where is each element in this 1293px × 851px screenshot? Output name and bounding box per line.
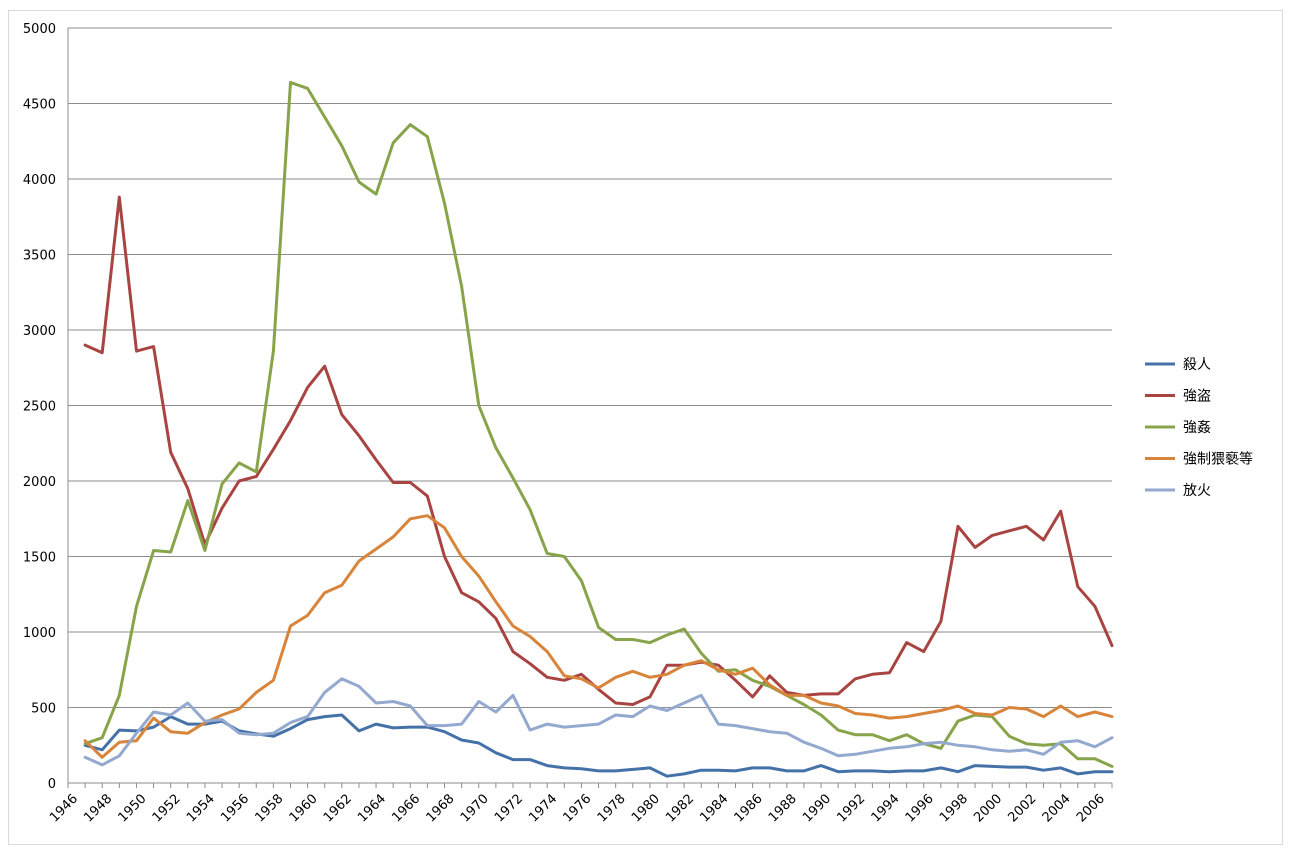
- x-tick-label: 1960: [287, 791, 321, 825]
- y-tick-label: 3000: [23, 324, 56, 339]
- x-tick-label: 1996: [903, 791, 937, 825]
- x-tick-label: 1976: [560, 791, 594, 825]
- x-tick-label: 2006: [1074, 791, 1108, 825]
- x-tick-label: 1968: [424, 791, 458, 825]
- x-tick-label: 1978: [595, 791, 629, 825]
- x-tick-label: 1970: [458, 791, 492, 825]
- x-tick-label: 1956: [218, 791, 252, 825]
- x-tick-label: 1988: [766, 791, 800, 825]
- y-tick-label: 500: [31, 702, 56, 717]
- y-tick-label: 4000: [23, 173, 56, 188]
- x-tick-label: 1986: [732, 791, 766, 825]
- series-lines: [83, 80, 1114, 778]
- x-tick-label: 1966: [389, 791, 423, 825]
- x-tick-label: 1964: [355, 791, 389, 825]
- y-tick-label: 1500: [23, 551, 56, 566]
- x-tick-label: 1984: [697, 791, 731, 825]
- y-tick-label: 2500: [23, 400, 56, 415]
- y-tick-label: 3500: [23, 249, 56, 264]
- x-tick-label: 2004: [1040, 791, 1074, 825]
- legend-label: 殺人: [1183, 357, 1211, 373]
- legend-label: 強盗: [1183, 389, 1211, 405]
- x-tick-label: 1952: [150, 791, 184, 825]
- x-tick-label: 1948: [81, 791, 115, 825]
- series-line: [83, 195, 1114, 706]
- legend-label: 強制猥褻等: [1183, 451, 1253, 468]
- x-tick-label: 1994: [869, 791, 903, 825]
- y-tick-label: 0: [48, 777, 56, 792]
- x-tick-label: 2000: [971, 791, 1005, 825]
- y-tick-label: 5000: [23, 22, 56, 37]
- x-tick-label: 1980: [629, 791, 663, 825]
- y-tick-label: 1000: [23, 626, 56, 641]
- series-line: [83, 514, 1114, 759]
- x-tick-label: 1962: [321, 791, 355, 825]
- legend-label: 放火: [1183, 483, 1211, 499]
- axes: [67, 28, 1113, 788]
- y-tick-label: 2000: [23, 475, 56, 490]
- x-tick-label: 1982: [663, 791, 697, 825]
- x-tick-label: 1992: [834, 791, 868, 825]
- series-line: [83, 677, 1114, 767]
- series-line: [83, 80, 1114, 768]
- x-tick-label: 1950: [116, 791, 150, 825]
- x-tick-label: 1990: [800, 791, 834, 825]
- x-tick-label: 2002: [1005, 791, 1039, 825]
- x-tick-label: 1946: [47, 791, 81, 825]
- legend-label: 強姦: [1183, 420, 1211, 436]
- x-tick-label: 1972: [492, 791, 526, 825]
- x-axis-ticks: 1946 1948 1950 1952 1954 1956 1958 1960 1962 1964…: [47, 791, 1108, 825]
- x-tick-label: 1954: [184, 791, 218, 825]
- chart-frame: [8, 10, 1283, 845]
- y-tick-label: 4500: [23, 98, 56, 113]
- x-tick-label: 1998: [937, 791, 971, 825]
- x-tick-label: 1974: [526, 791, 560, 825]
- x-tick-label: 1958: [252, 791, 286, 825]
- y-axis-ticks: 0 500 1000 1500 2000 2500 3000 3500 4000 4500 5000: [23, 22, 56, 792]
